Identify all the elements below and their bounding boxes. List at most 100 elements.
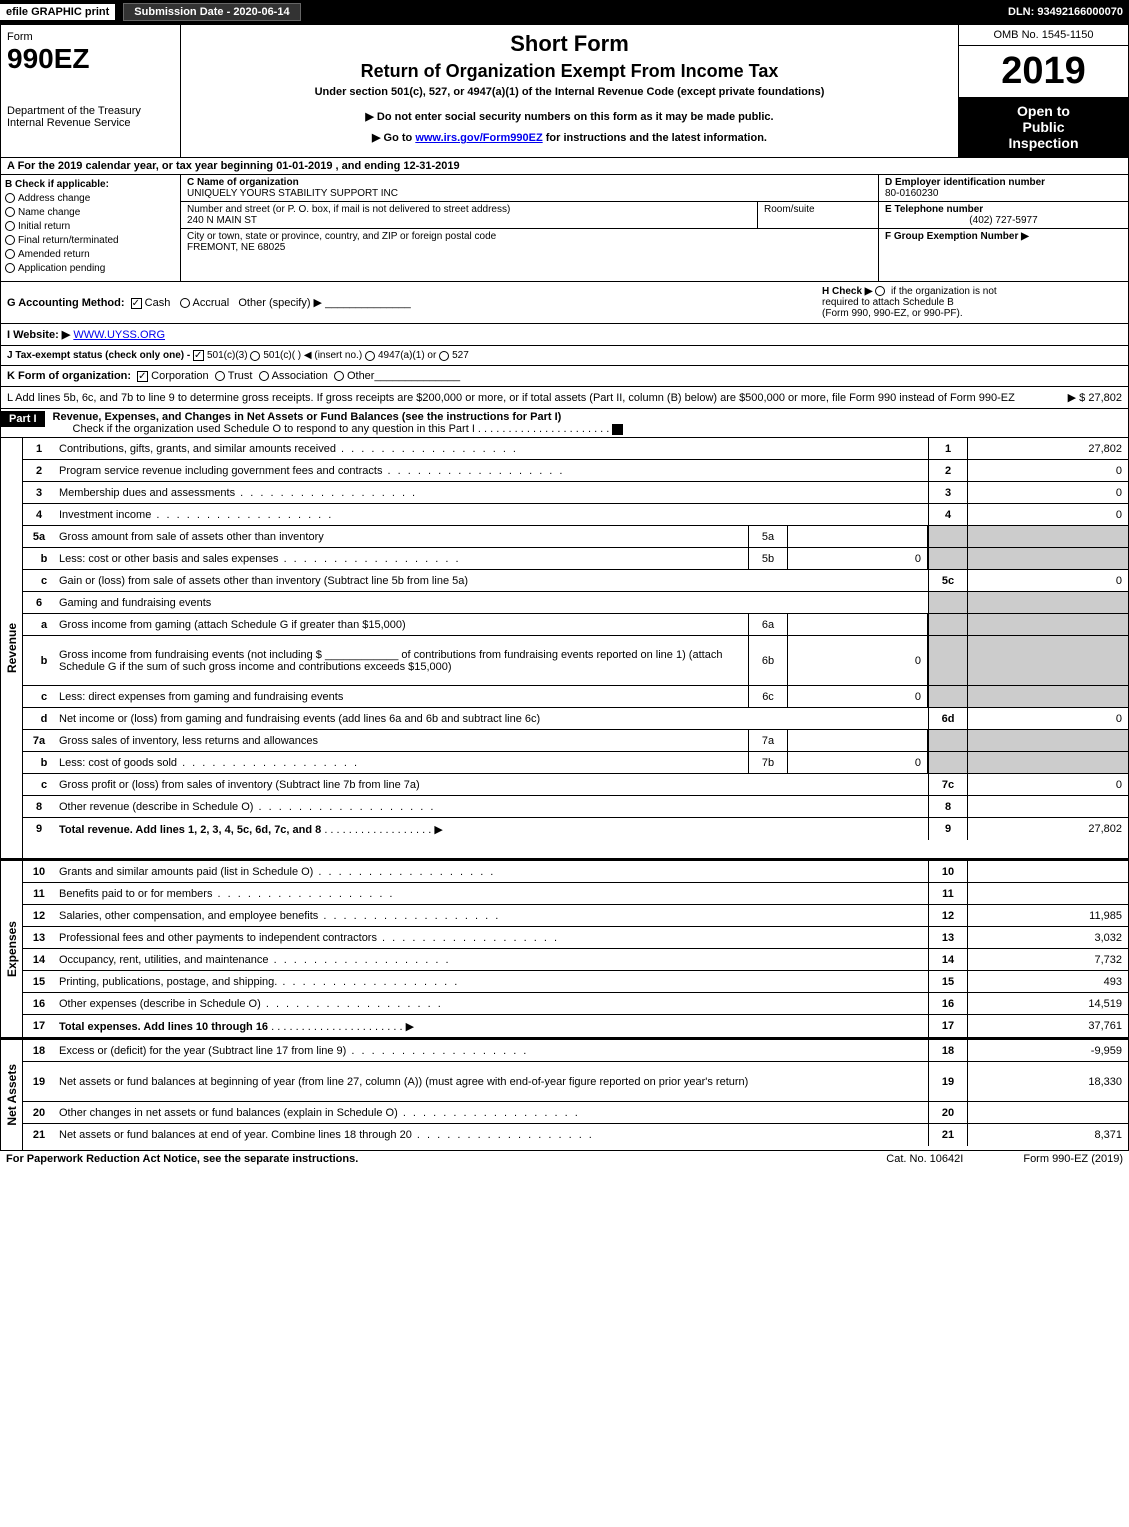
line-5c: cGain or (loss) from sale of assets othe… (23, 570, 1128, 592)
city-cell: City or town, state or province, country… (181, 229, 878, 255)
chk-527[interactable] (439, 351, 449, 361)
ein-label: D Employer identification number (885, 177, 1122, 188)
ein: 80-0160230 (885, 188, 1122, 199)
line-7c: cGross profit or (loss) from sales of in… (23, 774, 1128, 796)
line-16: 16Other expenses (describe in Schedule O… (23, 993, 1128, 1015)
part1-badge: Part I (1, 411, 45, 427)
street-row: Number and street (or P. O. box, if mail… (181, 202, 878, 229)
row-i: I Website: ▶ WWW.UYSS.ORG (0, 324, 1129, 346)
period-row: A For the 2019 calendar year, or tax yea… (0, 158, 1129, 175)
line-6: 6Gaming and fundraising events (23, 592, 1128, 614)
line-9: 9Total revenue. Add lines 1, 2, 3, 4, 5c… (23, 818, 1128, 840)
group-exempt-cell: F Group Exemption Number ▶ (879, 229, 1128, 244)
tax-year: 2019 (959, 46, 1128, 97)
chk-501c[interactable] (250, 351, 260, 361)
footer-right: Form 990-EZ (2019) (1023, 1153, 1123, 1165)
line-17: 17Total expenses. Add lines 10 through 1… (23, 1015, 1128, 1037)
footer: For Paperwork Reduction Act Notice, see … (0, 1151, 1129, 1167)
street-label: Number and street (or P. O. box, if mail… (187, 204, 751, 215)
irs-link[interactable]: www.irs.gov/Form990EZ (415, 132, 542, 144)
irs: Internal Revenue Service (7, 117, 174, 129)
chk-501c3[interactable] (193, 350, 204, 361)
section-def: D Employer identification number 80-0160… (878, 175, 1128, 281)
chk-cash[interactable] (131, 298, 142, 309)
chk-4947[interactable] (365, 351, 375, 361)
inspect-2: Public (965, 119, 1122, 135)
header-right: OMB No. 1545-1150 2019 Open to Public In… (958, 25, 1128, 157)
chk-initial-return[interactable]: Initial return (5, 221, 176, 232)
title-short-form: Short Form (187, 31, 952, 57)
line-4: 4Investment income40 (23, 504, 1128, 526)
footer-mid: Cat. No. 10642I (886, 1153, 963, 1165)
revenue-tab: Revenue (1, 438, 23, 858)
b-header: B Check if applicable: (5, 179, 176, 190)
chk-other[interactable] (334, 371, 344, 381)
title-return: Return of Organization Exempt From Incom… (187, 61, 952, 82)
room-cell: Room/suite (758, 202, 878, 228)
chk-final-return[interactable]: Final return/terminated (5, 235, 176, 246)
subtitle: Under section 501(c), 527, or 4947(a)(1)… (187, 86, 952, 98)
info-grid: B Check if applicable: Address change Na… (0, 175, 1129, 282)
city-label: City or town, state or province, country… (187, 231, 872, 242)
line-6c: cLess: direct expenses from gaming and f… (23, 686, 1128, 708)
part1-schedo: Check if the organization used Schedule … (73, 423, 475, 435)
form-header: Form 990EZ Department of the Treasury In… (0, 24, 1129, 158)
row-j: J Tax-exempt status (check only one) - 5… (0, 346, 1129, 366)
chk-address-change[interactable]: Address change (5, 193, 176, 204)
top-bar: efile GRAPHIC print Submission Date - 20… (0, 0, 1129, 24)
line-20: 20Other changes in net assets or fund ba… (23, 1102, 1128, 1124)
chk-schedo[interactable] (612, 424, 623, 435)
city: FREMONT, NE 68025 (187, 242, 872, 253)
inspection-box: Open to Public Inspection (959, 97, 1128, 157)
chk-accrual[interactable] (180, 298, 190, 308)
chk-pending[interactable]: Application pending (5, 263, 176, 274)
line-1: 1Contributions, gifts, grants, and simil… (23, 438, 1128, 460)
goto-post: for instructions and the latest informat… (543, 132, 767, 144)
k-label: K Form of organization: (7, 370, 131, 382)
i-label: I Website: ▶ (7, 328, 70, 341)
chk-assoc[interactable] (259, 371, 269, 381)
efile-label[interactable]: efile GRAPHIC print (0, 4, 115, 20)
line-8: 8Other revenue (describe in Schedule O)8 (23, 796, 1128, 818)
g-label: G Accounting Method: (7, 297, 125, 309)
org-name-cell: C Name of organization UNIQUELY YOURS ST… (181, 175, 878, 202)
street: 240 N MAIN ST (187, 215, 751, 226)
l-text: L Add lines 5b, 6c, and 7b to line 9 to … (7, 392, 1015, 404)
form-word: Form (7, 31, 174, 43)
expenses-tab: Expenses (1, 861, 23, 1037)
section-b: B Check if applicable: Address change Na… (1, 175, 181, 281)
line-12: 12Salaries, other compensation, and empl… (23, 905, 1128, 927)
line-2: 2Program service revenue including gover… (23, 460, 1128, 482)
row-l: L Add lines 5b, 6c, and 7b to line 9 to … (0, 387, 1129, 409)
line-5b: bLess: cost or other basis and sales exp… (23, 548, 1128, 570)
chk-name-change[interactable]: Name change (5, 207, 176, 218)
line-7b: bLess: cost of goods sold7b0 (23, 752, 1128, 774)
goto-pre: ▶ Go to (372, 132, 415, 144)
department: Department of the Treasury (7, 105, 174, 117)
part1-table: Revenue 1Contributions, gifts, grants, a… (0, 438, 1129, 1151)
line-21: 21Net assets or fund balances at end of … (23, 1124, 1128, 1146)
submission-date: Submission Date - 2020-06-14 (123, 3, 300, 21)
line-6b: bGross income from fundraising events (n… (23, 636, 1128, 686)
chk-h[interactable] (875, 286, 885, 296)
line-11: 11Benefits paid to or for members11 (23, 883, 1128, 905)
inspect-3: Inspection (965, 135, 1122, 151)
header-left: Form 990EZ Department of the Treasury In… (1, 25, 181, 157)
g-left: G Accounting Method: Cash Accrual Other … (7, 296, 411, 309)
org-name-label: C Name of organization (187, 177, 872, 188)
group-exempt-label: F Group Exemption Number ▶ (885, 231, 1029, 242)
website-link[interactable]: WWW.UYSS.ORG (73, 329, 165, 341)
j-label: J Tax-exempt status (check only one) - (7, 350, 190, 361)
chk-amended[interactable]: Amended return (5, 249, 176, 260)
row-g: G Accounting Method: Cash Accrual Other … (0, 282, 1129, 324)
phone: (402) 727-5977 (885, 215, 1122, 226)
l-amount: ▶ $ 27,802 (1068, 391, 1122, 404)
row-k: K Form of organization: Corporation Trus… (0, 366, 1129, 387)
line-3: 3Membership dues and assessments30 (23, 482, 1128, 504)
line-7a: 7aGross sales of inventory, less returns… (23, 730, 1128, 752)
phone-cell: E Telephone number (402) 727-5977 (879, 202, 1128, 229)
line-6a: aGross income from gaming (attach Schedu… (23, 614, 1128, 636)
chk-trust[interactable] (215, 371, 225, 381)
line-5a: 5aGross amount from sale of assets other… (23, 526, 1128, 548)
chk-corp[interactable] (137, 371, 148, 382)
